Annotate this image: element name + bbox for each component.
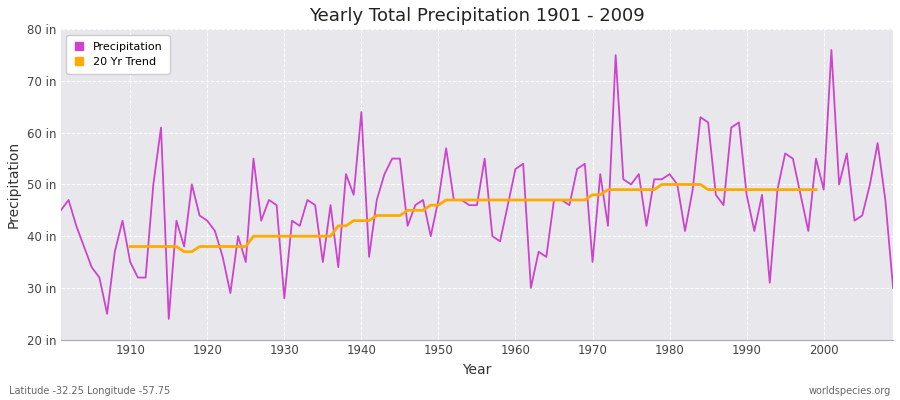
X-axis label: Year: Year [463, 363, 491, 377]
Title: Yearly Total Precipitation 1901 - 2009: Yearly Total Precipitation 1901 - 2009 [309, 7, 644, 25]
Text: worldspecies.org: worldspecies.org [809, 386, 891, 396]
Text: Latitude -32.25 Longitude -57.75: Latitude -32.25 Longitude -57.75 [9, 386, 170, 396]
Legend: Precipitation, 20 Yr Trend: Precipitation, 20 Yr Trend [67, 35, 169, 74]
Y-axis label: Precipitation: Precipitation [7, 141, 21, 228]
